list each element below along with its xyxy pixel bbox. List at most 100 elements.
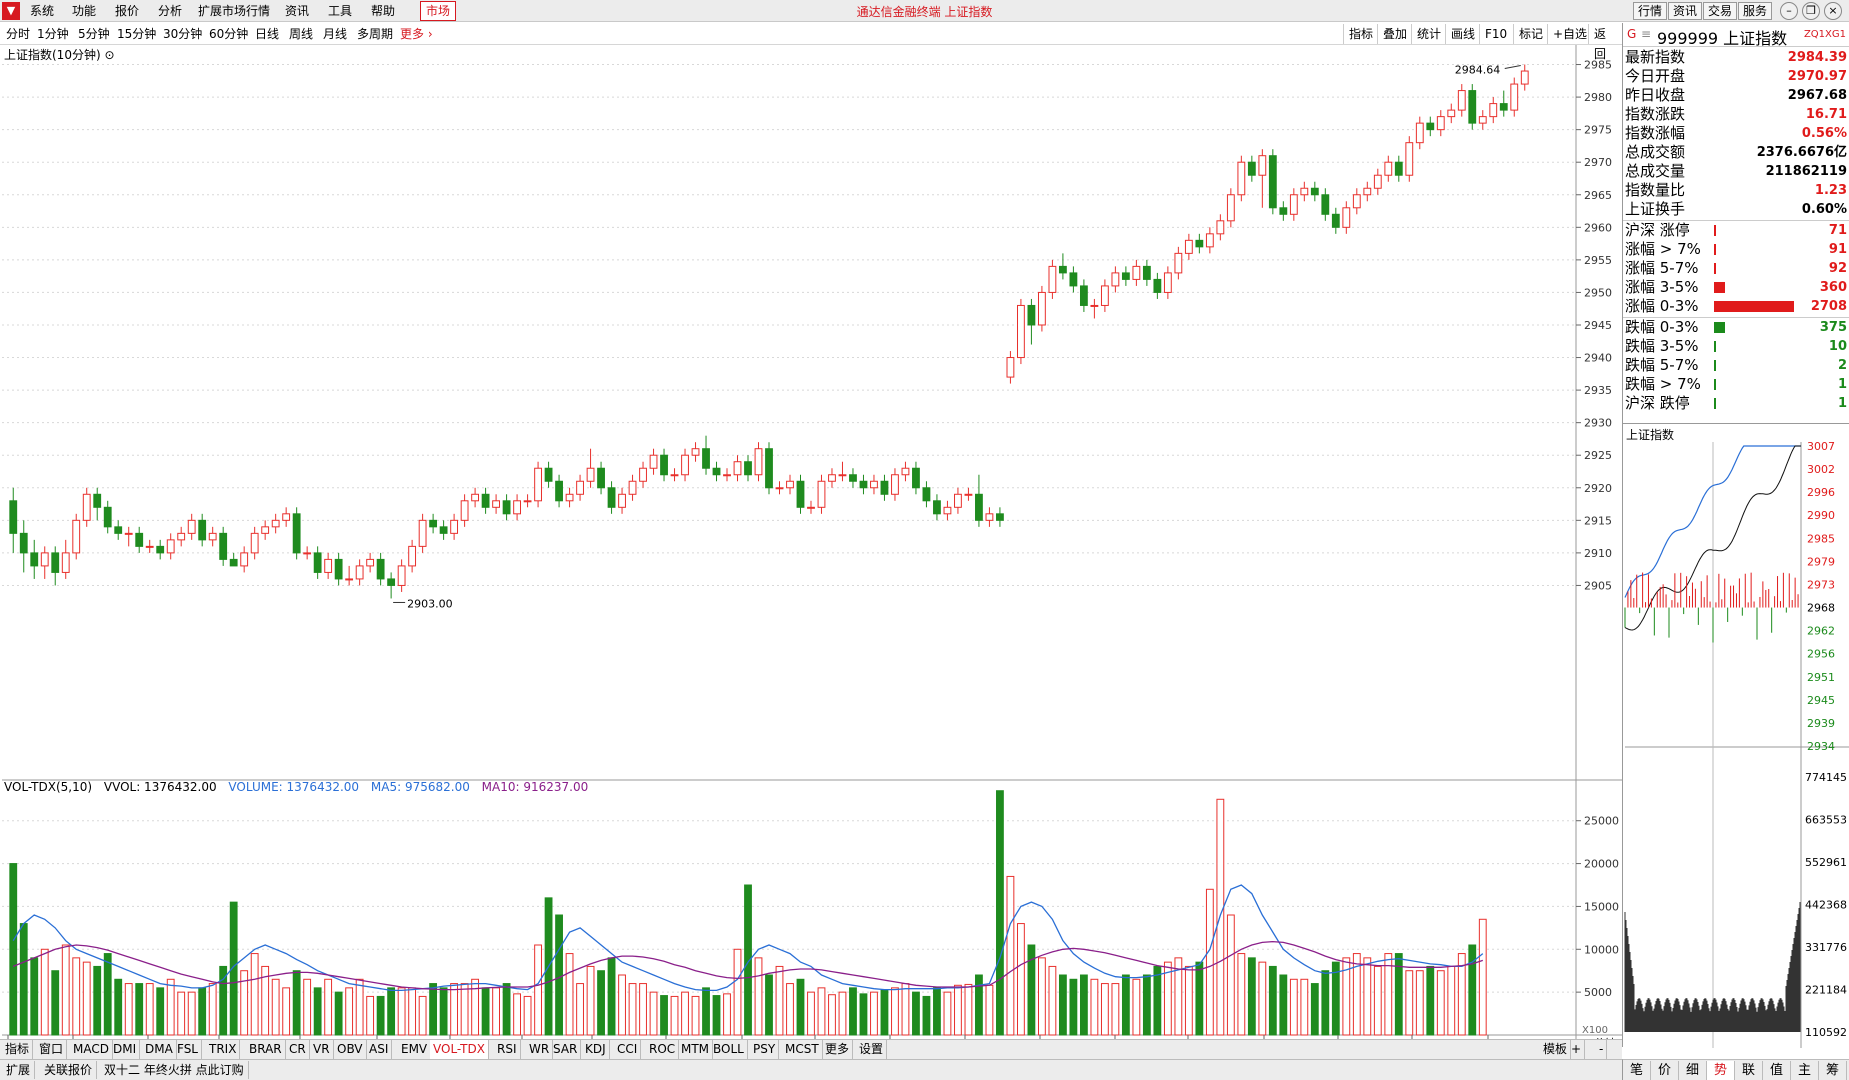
period-monthly[interactable]: 月线 (323, 27, 348, 41)
indicator-tab-23[interactable]: MCST (782, 1040, 823, 1059)
indicator-tab-6[interactable]: TRIX (206, 1040, 241, 1059)
minimize-icon[interactable]: – (1780, 2, 1798, 20)
indicator-tab-21[interactable]: BOLL (710, 1040, 748, 1059)
indicator-tab-1[interactable]: 窗口 (36, 1040, 68, 1059)
menu-market[interactable]: 市场 (420, 1, 457, 21)
indicator-tab-12[interactable]: EMV (398, 1040, 432, 1059)
menu-quote[interactable]: 报价 (115, 4, 140, 18)
settings-circle-icon[interactable]: ⊙ (104, 48, 115, 62)
candle (502, 500, 511, 515)
menu-news[interactable]: 资讯 (285, 4, 310, 18)
top-button-trade[interactable]: 交易 (1703, 2, 1738, 20)
indicator-tab-8[interactable]: CR (286, 1040, 310, 1059)
indicator-tab-11[interactable]: ASI (366, 1040, 393, 1059)
right-tab-2[interactable]: 细 (1679, 1061, 1707, 1080)
toolbar-mark[interactable]: 标记 (1513, 24, 1548, 44)
period-more[interactable]: 更多 › (400, 27, 433, 41)
right-tab-5[interactable]: 值 (1763, 1061, 1791, 1080)
status-promo-link[interactable]: 双十二 年终火拼 点此订购 (100, 1061, 249, 1079)
candle (1111, 272, 1120, 287)
app-logo-icon[interactable]: ▼ (2, 2, 20, 20)
indicator-right-0[interactable]: 模板 (1540, 1040, 1572, 1059)
volume-bar (775, 965, 784, 1036)
menu-analysis[interactable]: 分析 (158, 4, 183, 18)
indicator-tab-13[interactable]: VOL-TDX (430, 1040, 489, 1059)
right-tab-4[interactable]: 联 (1735, 1061, 1763, 1080)
indicator-tab-18[interactable]: CCI (614, 1040, 642, 1059)
menu-lines-icon[interactable]: ≡ (1641, 27, 1652, 41)
restore-icon[interactable]: ❐ (1802, 2, 1820, 20)
indicator-tab-7[interactable]: BRAR (246, 1040, 286, 1059)
indicator-tab-22[interactable]: PSY (750, 1040, 780, 1059)
period-30min[interactable]: 30分钟 (163, 27, 203, 41)
right-tab-0[interactable]: 笔 (1623, 1061, 1651, 1080)
volume-bar (1468, 944, 1477, 1036)
toolbar-drawing[interactable]: 画线 (1445, 24, 1480, 44)
indicator-tab-0[interactable]: 指标 (2, 1040, 34, 1059)
period-label[interactable]: 10分钟 (1580, 1036, 1616, 1039)
toolbar-add-watchlist[interactable]: +自选 (1547, 24, 1592, 44)
toolbar-back[interactable]: 返回 (1588, 24, 1622, 61)
indicator-tab-3[interactable]: DMI (110, 1040, 141, 1059)
period-5min[interactable]: 5分钟 (78, 27, 110, 41)
period-weekly[interactable]: 周线 (289, 27, 314, 41)
mini-timeshare-chart[interactable]: 3007 3002 2996 2990 2985 2979 2973 2968 2962 2956… (1623, 442, 1849, 1048)
menu-extended-market[interactable]: 扩展市场行情 (198, 4, 271, 18)
candle (303, 552, 312, 555)
right-tab-3[interactable]: 势 (1707, 1061, 1735, 1080)
right-tab-1[interactable]: 价 (1651, 1061, 1679, 1080)
top-button-service[interactable]: 服务 (1738, 2, 1773, 20)
volume-value: VOLUME: 1376432.00 (228, 780, 360, 794)
indicator-tab-2[interactable]: MACD (70, 1040, 113, 1059)
indicator-tab-14[interactable]: RSI (494, 1040, 521, 1059)
period-multi[interactable]: 多周期 (357, 27, 394, 41)
status-extend[interactable]: 扩展 (2, 1061, 36, 1079)
quote-row-value: 16.71 (1805, 107, 1847, 122)
indicator-tab-4[interactable]: DMA (142, 1040, 177, 1059)
status-related-quotes[interactable]: 关联报价 (40, 1061, 98, 1079)
volume-bar (19, 923, 28, 1036)
indicator-tab-17[interactable]: KDJ (582, 1040, 610, 1059)
period-60min[interactable]: 60分钟 (209, 27, 249, 41)
candle (1478, 116, 1487, 124)
top-button-quote[interactable]: 行情 (1633, 2, 1668, 20)
candle (1436, 116, 1445, 131)
candle (1426, 122, 1435, 131)
menu-system[interactable]: 系统 (30, 4, 55, 18)
candle (1321, 194, 1330, 215)
top-button-news[interactable]: 资讯 (1668, 2, 1703, 20)
indicator-tab-15[interactable]: WR (526, 1040, 554, 1059)
indicator-tab-9[interactable]: VR (310, 1040, 334, 1059)
close-icon[interactable]: × (1824, 2, 1842, 20)
toolbar-overlay[interactable]: 叠加 (1377, 24, 1412, 44)
toolbar-statistics[interactable]: 统计 (1411, 24, 1446, 44)
indicator-tab-20[interactable]: MTM (678, 1040, 714, 1059)
time-tick-label: 13:10 (1414, 1038, 1446, 1039)
quote-row-value: 2984.39 (1787, 50, 1847, 65)
indicator-tab-16[interactable]: SAR (550, 1040, 582, 1059)
kline-chart[interactable]: 2984.64 2903.00 2985 2980 2975 2970 2965 2960 2… (0, 45, 1622, 1039)
indicator-tab-5[interactable]: FSL (174, 1040, 202, 1059)
menu-help[interactable]: 帮助 (371, 4, 396, 18)
menu-bar: ▼ 系统 功能 报价 分析 扩展市场行情 资讯 工具 帮助 市场 通达信金融终端… (0, 0, 1849, 22)
period-15min[interactable]: 15分钟 (117, 27, 157, 41)
period-1min[interactable]: 1分钟 (37, 27, 69, 41)
vol-indicator-name[interactable]: VOL-TDX(5,10) (4, 780, 93, 794)
right-tab-7[interactable]: 筹 (1819, 1061, 1847, 1080)
menu-function[interactable]: 功能 (72, 4, 97, 18)
indicator-tab-19[interactable]: ROC (646, 1040, 680, 1059)
toolbar-indicator[interactable]: 指标 (1343, 24, 1378, 44)
toolbar-f10[interactable]: F10 (1479, 24, 1512, 44)
indicator-tab-10[interactable]: OBV (334, 1040, 367, 1059)
indicator-tab-24[interactable]: 更多 (822, 1040, 854, 1059)
indicator-tab-25[interactable]: 设置 (856, 1040, 888, 1059)
volume-bar (324, 978, 333, 1036)
period-daily[interactable]: 日线 (255, 27, 280, 41)
right-tab-6[interactable]: 主 (1791, 1061, 1819, 1080)
period-timeshare[interactable]: 分时 (6, 27, 31, 41)
menu-tools[interactable]: 工具 (328, 4, 353, 18)
volume-bar (933, 987, 941, 1036)
indicator-right-1[interactable]: + (1568, 1040, 1586, 1059)
quote-row-label: 今日开盘 (1625, 67, 1686, 85)
indicator-right-2[interactable]: - (1596, 1040, 1608, 1059)
